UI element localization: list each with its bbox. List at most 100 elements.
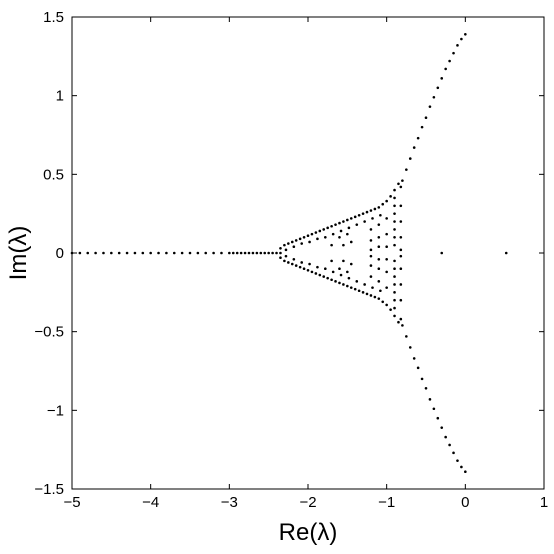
eigenvalue-point [331, 232, 335, 236]
eigenvalue-point [385, 245, 388, 249]
eigenvalue-point [279, 251, 282, 255]
eigenvalue-point [399, 185, 403, 189]
eigenvalue-point [283, 243, 286, 247]
eigenvalue-point [287, 261, 290, 264]
eigenvalue-point [275, 251, 278, 255]
eigenvalue-point [369, 239, 373, 242]
eigenvalue-point [379, 289, 382, 293]
y-tick-label: 1 [56, 88, 64, 105]
eigenvalue-point [393, 204, 396, 208]
x-axis-label: Re(λ) [279, 519, 338, 546]
eigenvalue-point [460, 465, 463, 469]
eigenvalue-point [279, 246, 282, 250]
eigenvalue-point [342, 243, 345, 247]
eigenvalue-point [389, 308, 392, 311]
eigenvalue-point [125, 251, 129, 255]
eigenvalue-point [141, 251, 145, 255]
eigenvalue-point [393, 291, 396, 294]
eigenvalue-point [452, 451, 455, 455]
eigenvalue-point [399, 235, 403, 239]
x-tick-label: −2 [299, 494, 316, 511]
eigenvalue-point [377, 267, 381, 271]
eigenvalue-point [399, 298, 403, 302]
y-axis-ticks: 1.5 1 0.5 0 −0.5 −1 −1.5 [34, 9, 544, 498]
eigenvalue-point [172, 251, 176, 255]
eigenvalue-point [284, 248, 288, 252]
eigenvalue-point [355, 280, 359, 283]
eigenvalue-point [353, 215, 357, 219]
eigenvalue-point [363, 220, 366, 223]
eigenvalue-point [294, 264, 298, 267]
eigenvalue-point [369, 209, 373, 212]
eigenvalue-point [440, 251, 444, 255]
eigenvalue-point [353, 287, 357, 291]
eigenvalue-point [436, 86, 440, 90]
eigenvalue-point [149, 251, 152, 255]
eigenvalue-point [420, 377, 424, 381]
eigenvalue-point [405, 335, 408, 338]
eigenvalue-point [399, 204, 403, 208]
eigenvalue-point [504, 251, 508, 255]
eigenvalue-point [314, 272, 318, 275]
eigenvalue-point [444, 435, 447, 439]
x-tick-label: −4 [142, 494, 159, 511]
eigenvalue-point [316, 265, 319, 269]
eigenvalue-point [292, 257, 296, 261]
eigenvalue-point [420, 125, 424, 129]
eigenvalue-point [342, 220, 345, 223]
x-tick-label: 1 [540, 494, 548, 511]
eigenvalue-point [326, 276, 329, 280]
eigenvalue-point [349, 240, 353, 244]
eigenvalue-point [102, 251, 105, 255]
eigenvalue-point [263, 251, 267, 255]
eigenvalue-point [346, 218, 349, 222]
x-axis-ticks: −5 −4 −3 −2 −1 0 1 [63, 17, 548, 511]
eigenvalue-point [412, 146, 416, 149]
eigenvalue-point [408, 346, 412, 349]
eigenvalue-point [377, 223, 381, 226]
eigenvalue-point [393, 196, 396, 200]
eigenvalue-point [165, 251, 168, 255]
eigenvalue-point [267, 251, 270, 255]
eigenvalue-point [338, 235, 341, 239]
eigenvalue-point [371, 217, 374, 220]
eigenvalue-point [448, 59, 451, 63]
eigenvalue-point [324, 235, 327, 239]
eigenvalue-point [416, 136, 420, 140]
y-tick-label: −0.5 [34, 324, 64, 341]
eigenvalue-point [377, 280, 381, 283]
eigenvalue-point [310, 270, 314, 274]
eigenvalue-point [259, 251, 263, 255]
eigenvalue-point [239, 251, 243, 255]
y-tick-label: 0 [56, 245, 64, 262]
eigenvalue-point [292, 245, 296, 249]
eigenvalue-point [346, 270, 349, 274]
eigenvalue-point [385, 257, 388, 261]
eigenvalue-point [212, 251, 215, 255]
eigenvalue-point [338, 281, 341, 285]
x-tick-label: −5 [63, 494, 80, 511]
eigenvalue-point [381, 202, 385, 206]
eigenvalue-point [408, 157, 412, 160]
eigenvalue-point [393, 306, 396, 310]
eigenvalue-point [393, 243, 396, 247]
eigenvalue-point [322, 228, 326, 231]
eigenvalue-point [377, 257, 381, 261]
eigenvalue-point [251, 251, 255, 255]
eigenvalue-point [369, 248, 373, 252]
x-tick-label: −3 [221, 494, 238, 511]
eigenvalue-point [369, 228, 373, 231]
eigenvalue-point [393, 188, 396, 192]
eigenvalue-point [385, 199, 388, 203]
eigenvalue-point [456, 44, 459, 47]
eigenvalue-point [157, 251, 160, 255]
eigenvalue-point [399, 254, 403, 258]
eigenvalue-point [399, 283, 403, 286]
eigenvalue-point [284, 254, 288, 258]
eigenvalue-point [399, 220, 403, 223]
eigenvalue-point [379, 213, 382, 217]
eigenvalue-point [188, 251, 192, 255]
eigenvalue-point [133, 251, 137, 255]
x-tick-label: 0 [461, 494, 469, 511]
